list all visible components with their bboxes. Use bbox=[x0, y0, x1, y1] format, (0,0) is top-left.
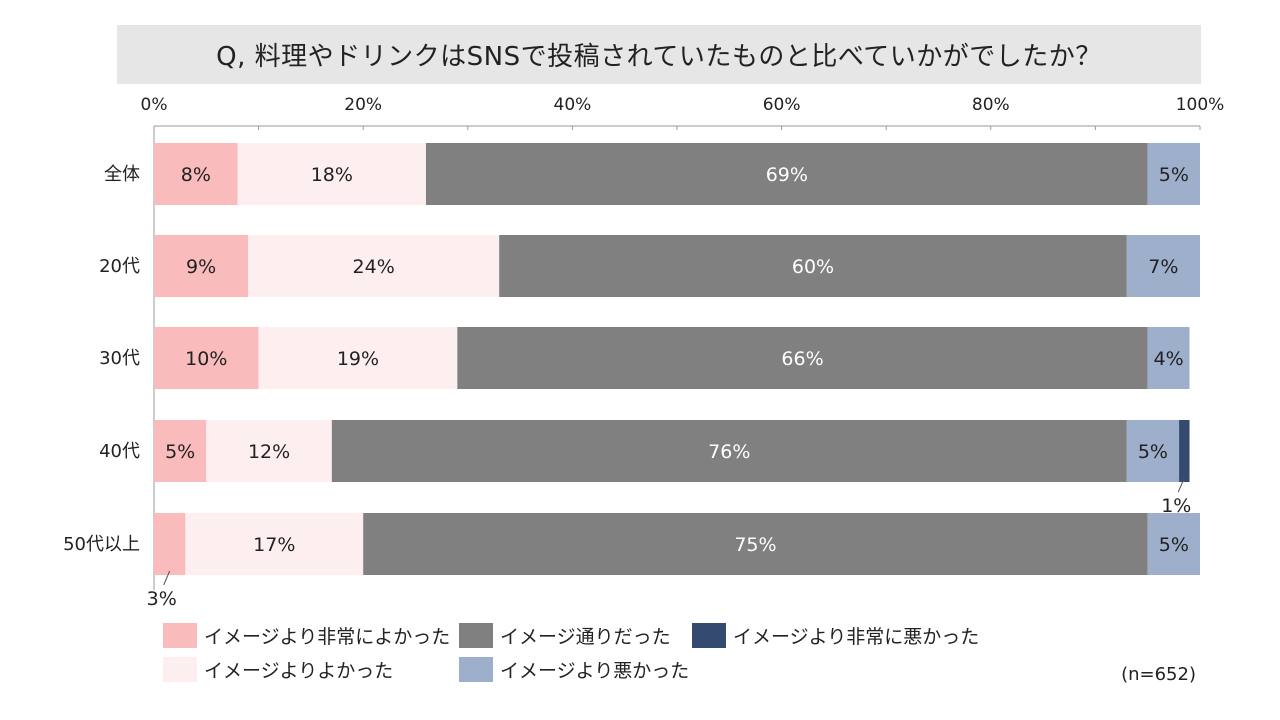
legend-swatch-bad bbox=[459, 657, 493, 682]
bar-segment bbox=[154, 235, 249, 297]
legend-label-very-bad: イメージより非常に悪かった bbox=[733, 626, 980, 648]
bar-value-label: 3% bbox=[147, 588, 177, 610]
legend-swatch-good bbox=[163, 657, 197, 682]
bar-value-label: 9% bbox=[186, 256, 216, 278]
category-label: 20代 bbox=[99, 256, 140, 277]
bar-value-label: 8% bbox=[181, 164, 211, 186]
bar-value-label: 7% bbox=[1148, 256, 1178, 278]
legend-item-as-expected: イメージ通りだった bbox=[459, 622, 671, 649]
legend-label-good: イメージよりよかった bbox=[204, 660, 394, 682]
label-leader-line bbox=[163, 570, 171, 586]
legend-item-bad: イメージより悪かった bbox=[459, 656, 689, 683]
legend-label-very-good: イメージより非常によかった bbox=[204, 626, 451, 648]
bar-segment bbox=[1147, 327, 1190, 389]
bar-segment bbox=[363, 513, 1148, 575]
legend-swatch-as-expected bbox=[459, 623, 493, 648]
bar-segment bbox=[1126, 420, 1180, 482]
bar-segment bbox=[185, 513, 364, 575]
bar-value-label: 5% bbox=[1159, 164, 1189, 186]
legend-swatch-very-good bbox=[163, 623, 197, 648]
category-label: 30代 bbox=[99, 348, 140, 369]
bar-value-label: 17% bbox=[253, 534, 295, 556]
x-tick-label: 100% bbox=[1176, 95, 1225, 115]
legend-swatch-very-bad bbox=[692, 623, 726, 648]
legend-item-very-good: イメージより非常によかった bbox=[163, 622, 450, 649]
legend-label-bad: イメージより悪かった bbox=[500, 660, 690, 682]
x-tick-label: 60% bbox=[763, 95, 801, 115]
bar-segment bbox=[248, 235, 500, 297]
legend-item-very-bad: イメージより非常に悪かった bbox=[692, 622, 979, 649]
bar-segment bbox=[1147, 513, 1200, 575]
bar-value-label: 1% bbox=[1161, 495, 1191, 517]
x-tick-label: 40% bbox=[554, 95, 592, 115]
bar-segment bbox=[154, 327, 259, 389]
bar-segment bbox=[237, 143, 426, 205]
category-label: 全体 bbox=[104, 164, 140, 185]
bar-value-label: 66% bbox=[781, 348, 823, 370]
bar-segment bbox=[425, 143, 1148, 205]
sample-size-note: (n=652) bbox=[1121, 664, 1196, 685]
bar-value-label: 69% bbox=[766, 164, 808, 186]
bar-segment bbox=[1147, 143, 1200, 205]
bar-segment bbox=[499, 235, 1127, 297]
x-tick-label: 0% bbox=[141, 95, 168, 115]
bar-segment bbox=[258, 327, 458, 389]
bar-value-label: 12% bbox=[248, 441, 290, 463]
bar-value-label: 10% bbox=[185, 348, 227, 370]
bar-value-label: 5% bbox=[1138, 441, 1168, 463]
x-tick-label: 20% bbox=[344, 95, 382, 115]
bar-segment bbox=[154, 513, 186, 575]
legend-label-as-expected: イメージ通りだった bbox=[500, 626, 671, 648]
bar-value-label: 24% bbox=[353, 256, 395, 278]
label-leader-line bbox=[1177, 477, 1185, 493]
category-label: 40代 bbox=[99, 441, 140, 462]
bar-value-label: 60% bbox=[792, 256, 834, 278]
bar-segment bbox=[1126, 235, 1200, 297]
bar-segment bbox=[1179, 420, 1190, 482]
bar-segment bbox=[206, 420, 332, 482]
chart-title: Q, 料理やドリンクはSNSで投稿されていたものと比べていかがでしたか？ bbox=[117, 25, 1201, 84]
bar-value-label: 19% bbox=[337, 348, 379, 370]
x-tick-label: 80% bbox=[972, 95, 1010, 115]
bar-value-label: 76% bbox=[708, 441, 750, 463]
bar-value-label: 75% bbox=[734, 534, 776, 556]
bar-segment bbox=[154, 420, 207, 482]
bar-value-label: 18% bbox=[311, 164, 353, 186]
bar-value-label: 5% bbox=[165, 441, 195, 463]
legend-item-good: イメージよりよかった bbox=[163, 656, 393, 683]
category-label: 50代以上 bbox=[63, 534, 140, 555]
bar-value-label: 4% bbox=[1154, 348, 1184, 370]
bar-segment bbox=[331, 420, 1127, 482]
bar-segment bbox=[154, 143, 238, 205]
bar-value-label: 5% bbox=[1159, 534, 1189, 556]
bar-segment bbox=[457, 327, 1148, 389]
